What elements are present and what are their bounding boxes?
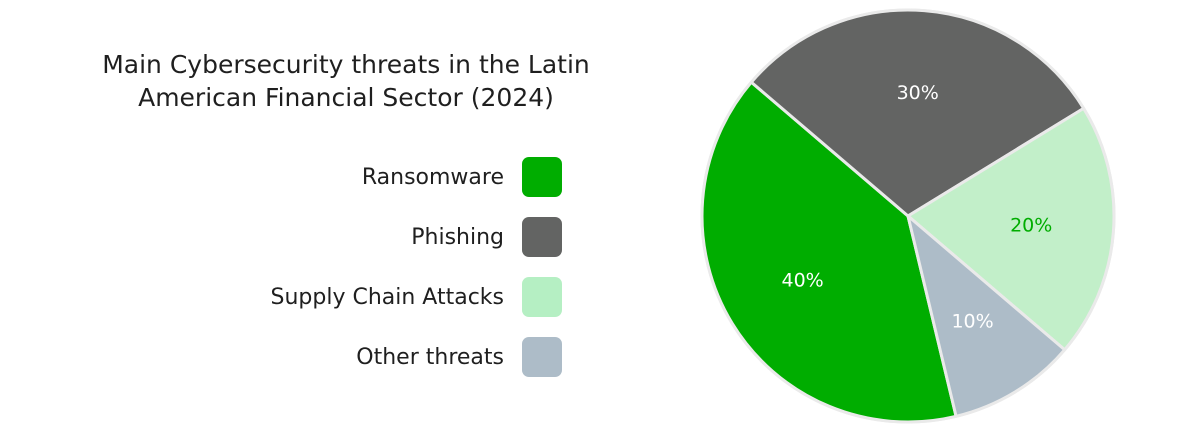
pie-chart-svg: 40% 30% 20% 10% [700, 8, 1116, 424]
legend-swatch-other-threats [522, 337, 562, 377]
legend-swatch-phishing [522, 217, 562, 257]
pie-label-other-threats: 10% [951, 310, 993, 332]
pie-label-phishing: 30% [897, 82, 939, 104]
legend-item-ransomware: Ransomware [180, 157, 562, 197]
legend-swatch-ransomware [522, 157, 562, 197]
pie-slice-phishing [749, 8, 1086, 218]
legend-swatch-supply-chain-attacks [522, 277, 562, 317]
chart-title-line-2: American Financial Sector (2024) [138, 83, 554, 112]
pie-label-supply-chain-attacks: 20% [1010, 215, 1052, 237]
pie-slice-ransomware [700, 80, 958, 424]
pie-slice-other-threats [906, 214, 1067, 418]
legend-label-ransomware: Ransomware [361, 164, 504, 190]
legend-label-supply-chain-attacks: Supply Chain Attacks [270, 284, 505, 310]
chart-title-line-1: Main Cybersecurity threats in the Latin [102, 50, 590, 79]
legend-item-phishing: Phishing [180, 217, 562, 257]
legend-item-supply-chain-attacks: Supply Chain Attacks [180, 277, 562, 317]
legend-label-other-threats: Other threats [356, 344, 504, 370]
legend-label-phishing: Phishing [411, 224, 504, 250]
chart-legend: Ransomware Phishing Supply Chain Attacks… [180, 157, 562, 397]
chart-title: Main Cybersecurity threats in the Latin … [40, 48, 652, 114]
pie-slice-supply-chain-attacks [906, 106, 1116, 352]
pie-chart: 40% 30% 20% 10% [690, 0, 1130, 448]
pie-label-ransomware: 40% [781, 270, 823, 292]
legend-item-other-threats: Other threats [180, 337, 562, 377]
